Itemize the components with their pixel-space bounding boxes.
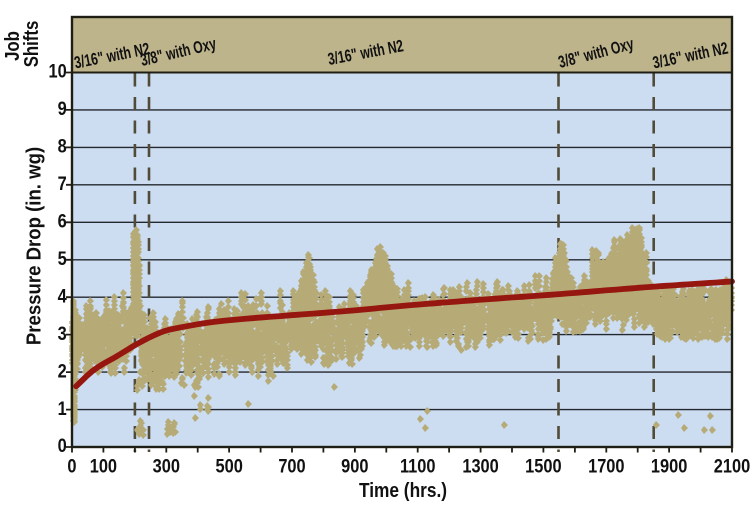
- svg-text:2: 2: [58, 360, 67, 382]
- svg-text:500: 500: [215, 455, 242, 477]
- svg-text:2100: 2100: [714, 455, 750, 477]
- svg-text:1: 1: [58, 397, 67, 419]
- svg-text:0: 0: [58, 435, 67, 457]
- svg-text:Shifts: Shifts: [20, 21, 43, 68]
- svg-text:1100: 1100: [400, 455, 436, 477]
- svg-text:100: 100: [90, 455, 117, 477]
- svg-text:900: 900: [341, 455, 368, 477]
- svg-text:10: 10: [48, 60, 66, 82]
- svg-text:1700: 1700: [588, 455, 624, 477]
- svg-text:3: 3: [58, 322, 67, 344]
- svg-text:7: 7: [58, 173, 67, 195]
- svg-text:1500: 1500: [525, 455, 561, 477]
- svg-text:8: 8: [58, 135, 67, 157]
- svg-text:1300: 1300: [462, 455, 498, 477]
- svg-text:4: 4: [58, 285, 67, 307]
- svg-text:1900: 1900: [651, 455, 687, 477]
- svg-text:Pressure Drop (in. wg): Pressure Drop (in. wg): [24, 147, 46, 345]
- svg-text:5: 5: [58, 248, 67, 270]
- svg-text:0: 0: [67, 455, 76, 477]
- svg-text:Job: Job: [1, 31, 24, 61]
- svg-text:700: 700: [278, 455, 305, 477]
- svg-text:300: 300: [153, 455, 180, 477]
- svg-text:Time (hrs.): Time (hrs.): [359, 480, 447, 503]
- svg-text:6: 6: [58, 210, 67, 232]
- svg-text:9: 9: [58, 98, 67, 120]
